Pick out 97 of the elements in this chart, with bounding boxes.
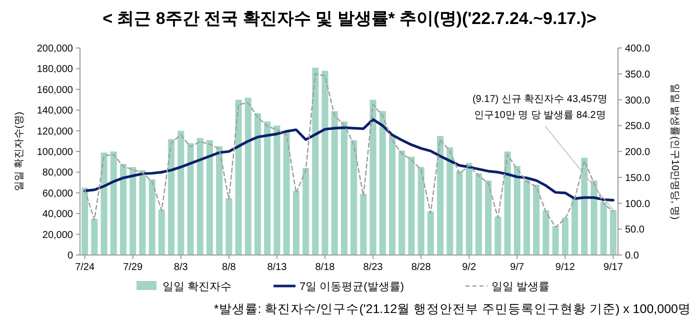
bar bbox=[130, 167, 136, 255]
bar bbox=[533, 184, 540, 255]
bar bbox=[494, 216, 502, 255]
y2-tick-label: 0.0 bbox=[625, 250, 640, 262]
y-tick-label: 80,000 bbox=[42, 168, 74, 179]
y-tick-label: 120,000 bbox=[36, 126, 74, 138]
bar bbox=[158, 209, 165, 255]
y-tick-label: 0 bbox=[67, 250, 74, 262]
bar bbox=[82, 188, 88, 255]
y2-tick-label: 350.0 bbox=[625, 69, 650, 80]
bar bbox=[360, 194, 367, 255]
y2-tick-label: 300.0 bbox=[625, 95, 650, 106]
bar bbox=[504, 152, 511, 255]
bar bbox=[148, 179, 156, 255]
bar bbox=[226, 198, 232, 255]
x-tick-label: 9/17 bbox=[603, 262, 624, 273]
bar bbox=[196, 138, 204, 255]
legend-label: 7일 이동평균(발생률) bbox=[300, 281, 404, 293]
bar bbox=[168, 139, 175, 255]
bar bbox=[216, 146, 223, 255]
bar bbox=[302, 168, 310, 255]
y2-tick-label: 250.0 bbox=[625, 121, 650, 132]
bar bbox=[322, 70, 328, 255]
y-tick-label: 60,000 bbox=[42, 188, 74, 200]
x-tick-label: 9/12 bbox=[555, 262, 576, 273]
y2-tick-label: 100.0 bbox=[625, 198, 650, 210]
bar bbox=[110, 152, 117, 255]
bar bbox=[244, 98, 252, 255]
bar bbox=[379, 111, 386, 255]
bar bbox=[370, 100, 376, 255]
bar bbox=[427, 212, 434, 255]
bar bbox=[418, 167, 424, 255]
y-tick-label: 160,000 bbox=[36, 84, 74, 96]
x-tick-label: 8/3 bbox=[174, 262, 188, 273]
x-tick-label: 9/7 bbox=[510, 262, 525, 273]
bar bbox=[350, 140, 358, 255]
y-axis-title: 일일 확진자수(명) bbox=[14, 112, 25, 192]
bar bbox=[523, 179, 530, 255]
bar bbox=[178, 130, 184, 255]
bar bbox=[610, 210, 616, 255]
bar bbox=[331, 111, 338, 255]
x-tick-label: 9/2 bbox=[462, 262, 476, 273]
bar bbox=[340, 121, 348, 255]
bar bbox=[254, 113, 261, 255]
bar bbox=[398, 150, 406, 255]
bar bbox=[187, 143, 194, 255]
bar bbox=[466, 162, 472, 255]
legend-label: 일일 확진자수 bbox=[162, 281, 232, 293]
bar bbox=[475, 173, 482, 255]
y2-tick-label: 150.0 bbox=[625, 172, 650, 184]
y2-tick-label: 200.0 bbox=[625, 147, 650, 158]
bar bbox=[235, 100, 242, 255]
chart-title: < 최근 8주간 전국 확진자수 및 발생률* 추이(명)('22.7.24.~9.17.)> bbox=[102, 9, 596, 28]
x-tick-label: 8/8 bbox=[222, 262, 236, 273]
bar bbox=[590, 180, 598, 255]
y-tick-label: 100,000 bbox=[36, 147, 74, 158]
y-tick-label: 180,000 bbox=[36, 64, 74, 76]
x-tick-label: 7/24 bbox=[75, 262, 95, 273]
bar bbox=[312, 68, 319, 255]
bar bbox=[446, 147, 454, 255]
annotation: 인구10만 명 당 발생률 84.2명 bbox=[474, 110, 606, 121]
text: *발생률: 확진자수/인구수('21.12월 행정안전부 주민등록인구현황 기준) x 100,000명 bbox=[214, 302, 691, 316]
bar bbox=[100, 152, 108, 255]
bar bbox=[437, 136, 444, 255]
x-tick-label: 8/28 bbox=[411, 262, 432, 273]
bar bbox=[91, 218, 98, 255]
bar bbox=[120, 164, 126, 255]
bar bbox=[581, 158, 588, 255]
y-tick-label: 140,000 bbox=[36, 106, 74, 117]
bar bbox=[542, 210, 550, 255]
x-tick-label: 8/18 bbox=[315, 262, 336, 273]
y-tick-label: 40,000 bbox=[42, 209, 74, 220]
bar bbox=[514, 166, 520, 255]
y2-tick-label: 50.0 bbox=[625, 224, 645, 236]
bar bbox=[139, 170, 146, 255]
bar bbox=[456, 171, 463, 255]
x-tick-label: 8/13 bbox=[267, 262, 288, 273]
bar bbox=[485, 180, 492, 255]
x-tick-label: 8/23 bbox=[363, 262, 384, 273]
bar bbox=[572, 197, 578, 255]
annotation: (9.17) 신규 확진자수 43,457명 bbox=[472, 94, 608, 105]
legend-label: 일일 발생률 bbox=[492, 281, 550, 293]
y2-tick-label: 400.0 bbox=[625, 44, 650, 54]
bar bbox=[283, 130, 290, 255]
bar bbox=[408, 156, 415, 255]
y-tick-label: 200,000 bbox=[36, 44, 74, 54]
x-tick-label: 7/29 bbox=[123, 262, 144, 273]
bar bbox=[274, 126, 280, 255]
bar bbox=[600, 202, 607, 255]
bar bbox=[388, 137, 396, 255]
bar bbox=[206, 140, 213, 255]
bar bbox=[292, 190, 300, 255]
y-tick-label: 20,000 bbox=[42, 230, 74, 241]
bar bbox=[552, 226, 559, 255]
y2-axis-title: 일일 발생률(인구10만명당, 명) bbox=[669, 83, 680, 220]
bar bbox=[264, 121, 271, 255]
bar bbox=[562, 218, 568, 255]
